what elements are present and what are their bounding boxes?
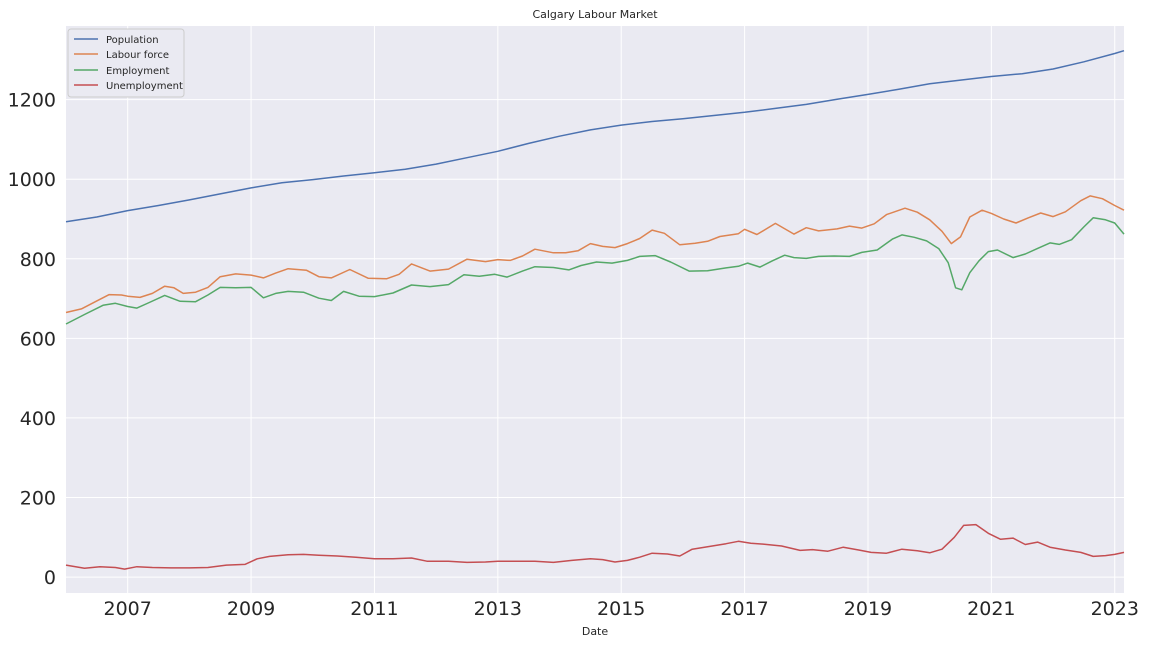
- series-lines: [65, 49, 1125, 570]
- chart-title: Calgary Labour Market: [532, 8, 658, 21]
- x-tick-label: 2007: [104, 598, 152, 620]
- x-tick-labels: 2007 2009 2011 2013 2015 2017 2019 2021 2023: [104, 598, 1139, 620]
- x-tick-label: 2011: [350, 598, 398, 620]
- series-line-population: [65, 49, 1125, 223]
- x-tick-label: 2023: [1091, 598, 1139, 620]
- x-tick-label: 2021: [967, 598, 1015, 620]
- y-tick-label: 200: [20, 488, 56, 510]
- x-tick-label: 2009: [227, 598, 275, 620]
- plot-area: [66, 26, 1124, 593]
- x-tick-label: 2019: [844, 598, 892, 620]
- legend-label-labour-force: Labour force: [106, 50, 169, 61]
- series-line-labour-force: [65, 195, 1125, 314]
- y-tick-labels: 0 200 400 600 800 1000 1200: [8, 90, 56, 589]
- y-tick-label: 1000: [8, 169, 56, 191]
- grid: [66, 26, 1124, 593]
- x-axis-label: Date: [582, 625, 609, 638]
- x-tick-label: 2013: [474, 598, 522, 620]
- y-tick-label: 0: [44, 567, 56, 589]
- y-tick-label: 800: [20, 249, 56, 271]
- legend-label-employment: Employment: [106, 66, 169, 77]
- legend-label-population: Population: [106, 35, 159, 46]
- y-tick-label: 400: [20, 408, 56, 430]
- y-tick-label: 1200: [8, 90, 56, 112]
- series-line-unemployment: [65, 523, 1125, 570]
- series-line-employment: [65, 217, 1125, 325]
- y-tick-label: 600: [20, 328, 56, 350]
- legend: Population Labour force Employment Unemp…: [67, 28, 185, 98]
- legend-box: [67, 28, 185, 98]
- x-tick-label: 2017: [720, 598, 768, 620]
- legend-label-unemployment: Unemployment: [106, 81, 183, 92]
- x-tick-label: 2015: [597, 598, 645, 620]
